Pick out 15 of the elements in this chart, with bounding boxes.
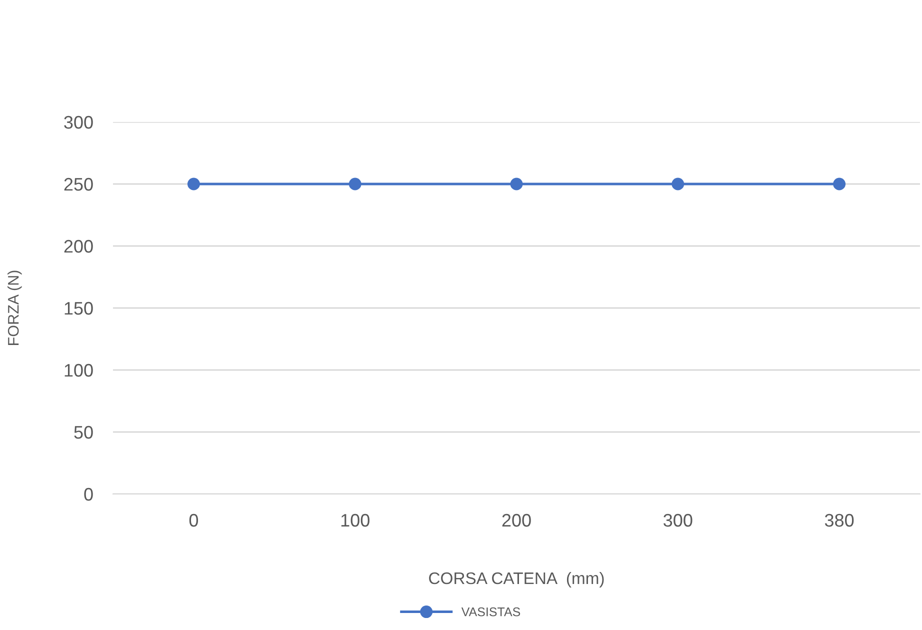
- x-axis-title: CORSA CATENA (mm): [429, 572, 604, 588]
- y-tick-label: 100: [64, 364, 93, 377]
- y-axis-title: FORZA (N): [8, 270, 22, 345]
- y-tick-label: 150: [64, 302, 93, 315]
- x-tick-label: 100: [341, 514, 370, 527]
- y-tick-label: 200: [64, 240, 93, 253]
- x-tick-label: 200: [502, 514, 531, 527]
- y-tick-label: 50: [74, 426, 93, 439]
- legend-label: VASISTAS: [461, 607, 520, 616]
- y-tick-label: 0: [84, 488, 93, 501]
- x-tick-label: 380: [824, 514, 854, 527]
- x-tick-label: 0: [189, 514, 198, 527]
- y-tick-label: 250: [64, 178, 93, 191]
- y-tick-label: 300: [64, 116, 93, 129]
- x-tick-label: 300: [664, 514, 692, 527]
